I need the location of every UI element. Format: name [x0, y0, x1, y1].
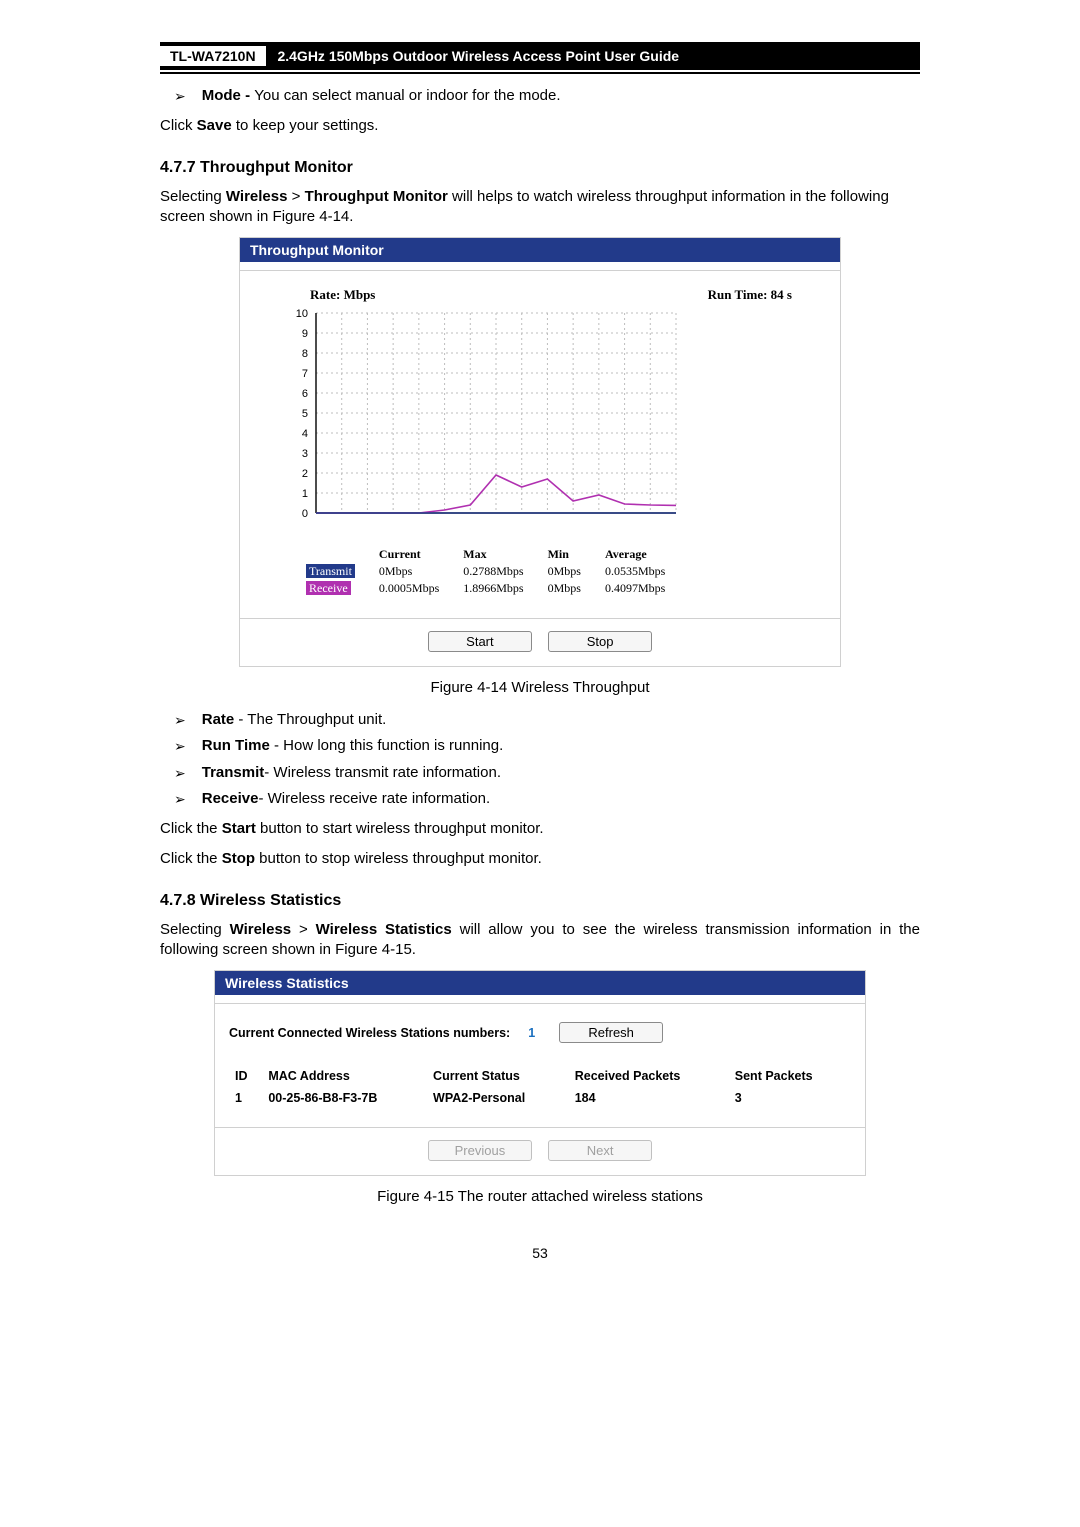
refresh-button[interactable]: Refresh [559, 1022, 663, 1043]
bullet-arrow-icon: ➢ [174, 87, 186, 106]
svg-text:7: 7 [302, 368, 308, 380]
bullet-text: - The Throughput unit. [234, 711, 386, 728]
click-start-para: Click the Start button to start wireless… [160, 819, 920, 839]
next-button[interactable]: Next [548, 1140, 652, 1161]
bullet-arrow-icon: ➢ [174, 790, 186, 809]
table-header: Current Status [427, 1065, 569, 1087]
connected-stations-label: Current Connected Wireless Stations numb… [229, 1026, 510, 1040]
svg-text:6: 6 [302, 388, 308, 400]
svg-text:4: 4 [302, 428, 308, 440]
list-item: ➢ Run Time - How long this function is ru… [174, 736, 920, 756]
bullet-arrow-icon: ➢ [174, 764, 186, 783]
svg-text:2: 2 [302, 468, 308, 480]
stop-button[interactable]: Stop [548, 631, 652, 652]
previous-button[interactable]: Previous [428, 1140, 532, 1161]
figure1-caption: Figure 4-14 Wireless Throughput [160, 679, 920, 696]
wireless-stats-table: IDMAC AddressCurrent StatusReceived Pack… [229, 1065, 851, 1109]
mode-label: Mode - [202, 87, 255, 104]
figure-stats-panel: Wireless Statistics Current Connected Wi… [214, 970, 866, 1176]
svg-text:5: 5 [302, 408, 308, 420]
bullet-mode: ➢ Mode - You can select manual or indoor… [174, 86, 920, 106]
click-stop-para: Click the Stop button to stop wireless t… [160, 849, 920, 869]
svg-text:10: 10 [296, 309, 308, 320]
svg-text:9: 9 [302, 328, 308, 340]
bullet-arrow-icon: ➢ [174, 737, 186, 756]
bullet-text: - How long this function is running. [270, 737, 503, 754]
table-header: MAC Address [262, 1065, 427, 1087]
throughput-stats-table: Current Max Min Average Transmit 0Mbps 0… [304, 545, 689, 598]
throughput-panel-title: Throughput Monitor [240, 238, 840, 262]
section1-intro: Selecting Wireless > Throughput Monitor … [160, 187, 920, 228]
start-button[interactable]: Start [428, 631, 532, 652]
click-save-para: Click Save to keep your settings. [160, 116, 920, 136]
svg-text:1: 1 [302, 488, 308, 500]
transmit-tag: Transmit [306, 564, 355, 578]
list-item: ➢ Rate - The Throughput unit. [174, 710, 920, 730]
table-header: ID [229, 1065, 262, 1087]
list-item: ➢ Transmit- Wireless transmit rate inform… [174, 763, 920, 783]
bullet-arrow-icon: ➢ [174, 711, 186, 730]
page-header: TL-WA7210N 2.4GHz 150Mbps Outdoor Wirele… [160, 42, 920, 74]
receive-tag: Receive [306, 581, 351, 595]
table-row: 100-25-86-B8-F3-7BWPA2-Personal1843 [229, 1087, 851, 1109]
section-stats-heading: 4.7.8 Wireless Statistics [160, 892, 920, 910]
page-number: 53 [160, 1245, 920, 1261]
table-header: Received Packets [569, 1065, 729, 1087]
connected-stations-count: 1 [528, 1026, 535, 1040]
section2-intro: Selecting Wireless > Wireless Statistics… [160, 920, 920, 961]
mode-text: You can select manual or indoor for the … [254, 87, 560, 104]
svg-text:8: 8 [302, 348, 308, 360]
bullet-text: - Wireless receive rate information. [258, 790, 490, 807]
figure-throughput-panel: Throughput Monitor Rate: Mbps Run Time: … [239, 237, 841, 667]
header-title: 2.4GHz 150Mbps Outdoor Wireless Access P… [277, 48, 679, 64]
figure2-caption: Figure 4-15 The router attached wireless… [160, 1188, 920, 1205]
bullet-text: - Wireless transmit rate information. [264, 764, 501, 781]
bullet-label: Receive [202, 790, 259, 807]
svg-text:3: 3 [302, 448, 308, 460]
stats-panel-title: Wireless Statistics [215, 971, 865, 995]
throughput-chart: 0 1 2 3 4 5 6 7 8 9 10 [280, 309, 800, 539]
bullet-label: Rate [202, 711, 235, 728]
bullet-label: Run Time [202, 737, 270, 754]
list-item: ➢ Receive- Wireless receive rate informat… [174, 789, 920, 809]
rate-label: Rate: Mbps [310, 287, 375, 303]
model-badge: TL-WA7210N [160, 46, 266, 66]
bullet-label: Transmit [202, 764, 265, 781]
svg-text:0: 0 [302, 508, 308, 520]
section-throughput-heading: 4.7.7 Throughput Monitor [160, 159, 920, 177]
table-header: Sent Packets [729, 1065, 851, 1087]
run-time-label: Run Time: 84 s [708, 287, 792, 303]
